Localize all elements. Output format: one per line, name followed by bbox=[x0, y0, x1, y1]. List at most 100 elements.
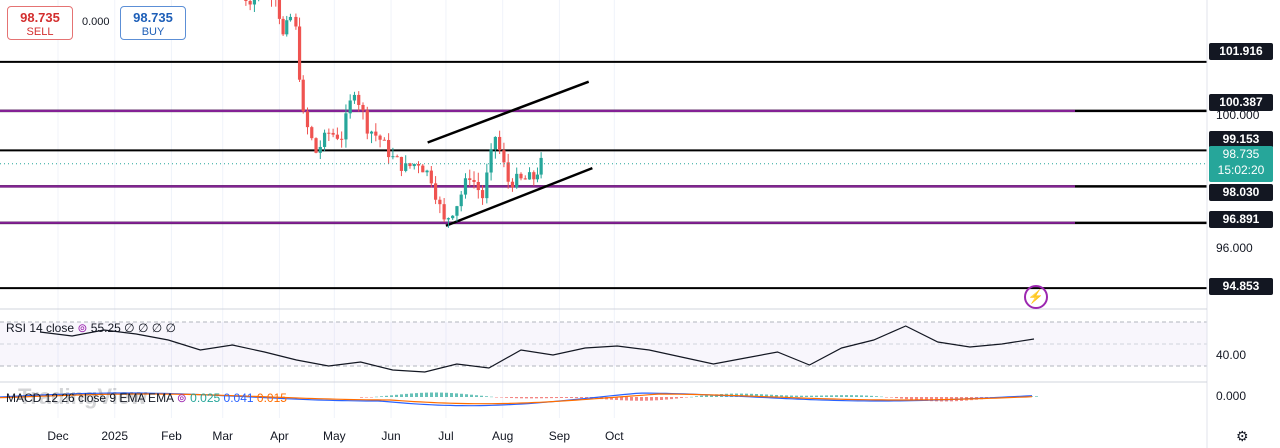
macd-histogram-bar bbox=[390, 395, 393, 397]
candle-body bbox=[455, 206, 459, 216]
candle-body bbox=[519, 173, 523, 179]
candle-body bbox=[510, 181, 515, 188]
macd-histogram-bar bbox=[755, 394, 758, 397]
sell-button[interactable]: 98.735 SELL bbox=[7, 6, 73, 40]
rsi-extras: ∅ ∅ ∅ ∅ bbox=[124, 321, 176, 335]
candle-body bbox=[535, 174, 540, 180]
macd-histogram-bar bbox=[845, 395, 848, 397]
candle-body bbox=[421, 165, 425, 173]
rsi-title: RSI 14 close bbox=[6, 321, 75, 335]
rsi-pane bbox=[0, 321, 1207, 373]
macd-histogram-bar bbox=[540, 397, 543, 399]
macd-histogram-bar bbox=[920, 397, 923, 401]
macd-histogram-bar bbox=[925, 397, 928, 401]
macd-hist-value: 0.015 bbox=[256, 391, 287, 405]
x-tick-label: Mar bbox=[212, 429, 233, 443]
spread-value: 0.000 bbox=[82, 16, 110, 28]
x-tick-label: Jun bbox=[381, 429, 400, 443]
candle-body bbox=[425, 170, 429, 173]
macd-histogram-bar bbox=[575, 397, 578, 399]
macd-histogram-bar bbox=[770, 394, 773, 397]
macd-histogram-bar bbox=[490, 396, 493, 398]
macd-histogram-bar bbox=[800, 395, 803, 397]
last-price-badge: 98.735 15:02:20 bbox=[1209, 146, 1273, 182]
macd-histogram-bar bbox=[650, 397, 653, 401]
macd-histogram-bar bbox=[410, 393, 413, 397]
macd-histogram-bar bbox=[580, 397, 583, 399]
rsi-line bbox=[39, 325, 1035, 373]
candle-body bbox=[446, 218, 450, 220]
rsi-axis-label: 40.00 bbox=[1216, 348, 1247, 362]
candle-body bbox=[502, 150, 506, 163]
macd-histogram-bar bbox=[705, 395, 708, 397]
buy-button[interactable]: 98.735 BUY bbox=[120, 6, 186, 40]
rsi-settings-icon[interactable]: ⊚ bbox=[77, 321, 88, 335]
candle-body bbox=[539, 157, 543, 175]
macd-histogram-bar bbox=[865, 395, 868, 397]
candle-body bbox=[412, 164, 416, 167]
macd-histogram-bar bbox=[485, 396, 488, 397]
candle-body bbox=[252, 0, 257, 5]
level-label-96891: 96.891 bbox=[1209, 211, 1273, 228]
macd-settings-icon[interactable]: ⊚ bbox=[176, 391, 187, 405]
macd-histogram-bar bbox=[855, 395, 858, 397]
candle-body bbox=[369, 131, 374, 134]
macd-histogram-bar bbox=[505, 397, 508, 398]
macd-histogram-bar bbox=[445, 392, 448, 397]
macd-histogram-bar bbox=[510, 397, 513, 399]
candle-body bbox=[468, 178, 472, 180]
candle-body bbox=[523, 178, 527, 180]
macd-histogram-bar bbox=[760, 394, 763, 397]
macd-signal-line bbox=[0, 393, 1033, 405]
macd-title: MACD 12 26 close 9 EMA EMA bbox=[6, 391, 174, 405]
gear-icon[interactable]: ⚙ bbox=[1236, 428, 1249, 444]
macd-histogram-bar bbox=[565, 397, 568, 398]
x-tick-label: Sep bbox=[549, 429, 571, 443]
macd-legend[interactable]: MACD 12 26 close 9 EMA EMA ⊚ 0.025 0.041… bbox=[6, 391, 287, 405]
macd-histogram-bar bbox=[700, 395, 703, 397]
macd-histogram-bar bbox=[630, 397, 633, 401]
macd-histogram-bar bbox=[625, 397, 628, 401]
x-tick-label: Feb bbox=[161, 429, 182, 443]
macd-histogram-bar bbox=[665, 397, 668, 400]
buy-label: BUY bbox=[141, 26, 165, 38]
macd-histogram-bar bbox=[525, 397, 528, 399]
lightning-icon[interactable]: ⚡ bbox=[1024, 285, 1048, 309]
macd-histogram-bar bbox=[520, 397, 523, 399]
horizontal-levels bbox=[0, 60, 1207, 290]
macd-histogram-bar bbox=[470, 394, 473, 397]
macd-histogram-bar bbox=[465, 394, 468, 397]
macd-histogram-bar bbox=[910, 397, 913, 400]
channel-lower-line bbox=[445, 166, 593, 227]
macd-histogram-bar bbox=[840, 395, 843, 397]
macd-histogram-bar bbox=[365, 397, 368, 398]
candle-body bbox=[244, 0, 248, 2]
macd-histogram-bar bbox=[635, 397, 638, 401]
macd-histogram-bar bbox=[870, 395, 873, 397]
candle-body bbox=[506, 162, 510, 182]
candle-body bbox=[476, 182, 480, 191]
bar-countdown: 15:02:20 bbox=[1217, 163, 1265, 177]
macd-histogram-bar bbox=[495, 397, 498, 398]
candle-body bbox=[314, 138, 318, 153]
candle-body bbox=[301, 79, 305, 112]
candle-body bbox=[327, 132, 331, 134]
price-axis-label-100: 100.000 bbox=[1216, 108, 1260, 122]
x-tick-label: Aug bbox=[492, 429, 513, 443]
x-tick-label: Dec bbox=[47, 429, 68, 443]
candle-body bbox=[527, 172, 532, 180]
macd-pane bbox=[0, 392, 1038, 407]
macd-histogram-bar bbox=[880, 396, 883, 398]
macd-histogram-bar bbox=[655, 397, 658, 401]
candle-body bbox=[472, 179, 476, 183]
candle-body bbox=[451, 215, 455, 219]
macd-signal-value: 0.041 bbox=[223, 391, 254, 405]
rsi-legend[interactable]: RSI 14 close ⊚ 55.25 ∅ ∅ ∅ ∅ bbox=[6, 321, 176, 335]
candle-body bbox=[288, 16, 293, 21]
candle-body bbox=[318, 146, 322, 153]
candle-body bbox=[429, 170, 433, 184]
macd-histogram-bar bbox=[360, 397, 363, 398]
candle-body bbox=[438, 199, 442, 205]
macd-histogram-bar bbox=[530, 397, 533, 399]
